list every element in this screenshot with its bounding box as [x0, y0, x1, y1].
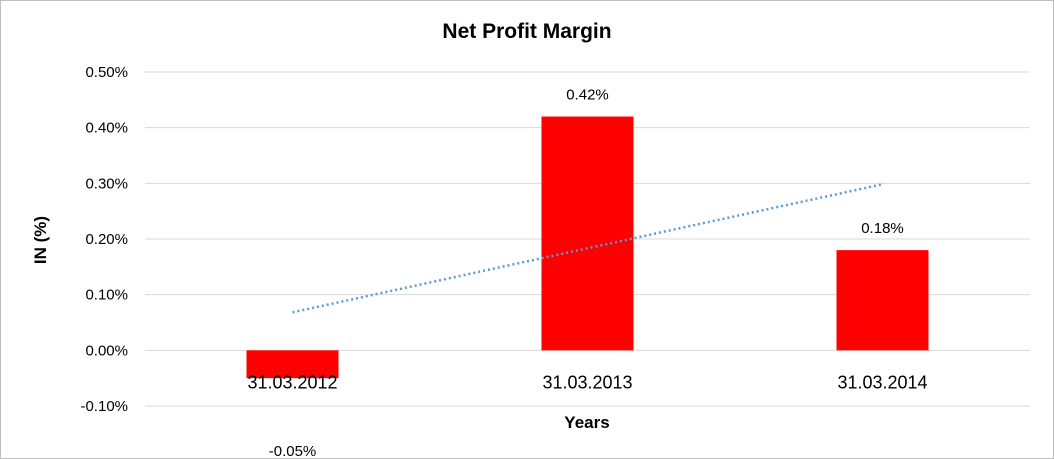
x-axis-title: Years [564, 413, 609, 432]
x-category-label: 31.03.2014 [837, 372, 927, 392]
y-axis-title: IN (%) [31, 216, 50, 264]
chart-title: Net Profit Margin [442, 20, 611, 43]
bar [246, 350, 339, 379]
x-axis-categories: 31.03.2012 31.03.2013 31.03.2014 [247, 372, 927, 392]
y-tick-label: -0.10% [80, 398, 128, 415]
trendline-group [292, 183, 883, 314]
y-tick-label: 0.20% [85, 231, 128, 248]
data-label: 0.42% [566, 87, 609, 104]
y-tick-label: 0.30% [85, 175, 128, 192]
bar [836, 250, 929, 351]
data-label: -0.05% [269, 443, 317, 459]
y-tick-label: 0.10% [85, 287, 128, 304]
bars [246, 116, 929, 379]
bar [541, 116, 634, 351]
x-category-label: 31.03.2012 [247, 372, 337, 392]
data-label: 0.18% [861, 220, 904, 237]
y-tick-label: 0.40% [85, 120, 128, 137]
x-category-label: 31.03.2013 [542, 372, 632, 392]
y-tick-label: 0.00% [85, 342, 128, 359]
data-labels: -0.05% 0.42% 0.18% [269, 87, 904, 459]
y-tick-label: 0.50% [85, 64, 128, 81]
trendline [292, 183, 883, 314]
y-axis-ticks: -0.10% 0.00% 0.10% 0.20% 0.30% 0.40% 0.50% [80, 64, 128, 415]
